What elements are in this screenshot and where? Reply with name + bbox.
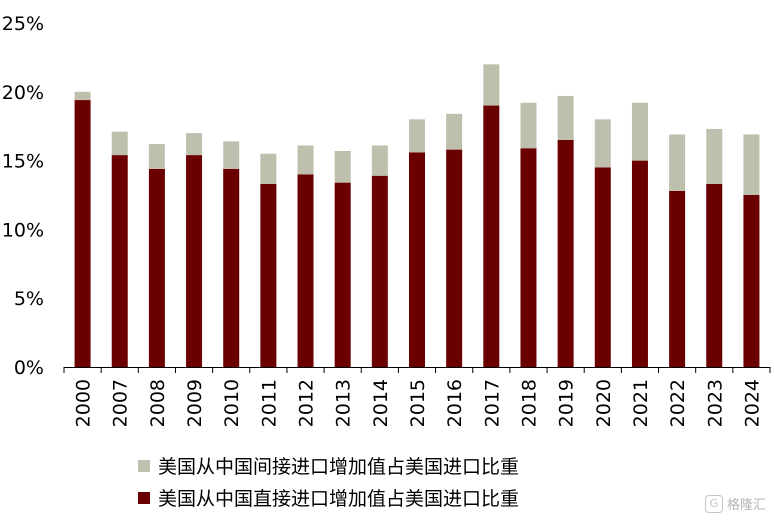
bar-indirect: [706, 128, 723, 184]
bar-indirect: [483, 64, 500, 106]
bar-indirect: [743, 134, 760, 195]
x-tick-label: 2022: [667, 379, 689, 427]
legend-label-direct: 美国从中国直接进口增加值占美国进口比重: [158, 488, 520, 510]
x-tick-label: 2010: [221, 379, 243, 427]
bar-indirect: [186, 133, 203, 156]
bar-direct: [111, 155, 128, 367]
bar-direct: [186, 155, 203, 367]
bar-direct: [446, 149, 463, 367]
bar-indirect: [223, 141, 240, 169]
bar-direct: [743, 195, 760, 367]
bar-indirect: [409, 119, 425, 153]
x-tick-label: 2000: [73, 379, 95, 427]
bar-indirect: [557, 95, 574, 140]
legend-swatch-direct: [138, 491, 150, 504]
y-tick-label: 15%: [2, 151, 44, 173]
y-tick-label: 0%: [14, 357, 44, 379]
x-tick-label: 2015: [407, 379, 429, 427]
y-axis: 0% 5% 10% 15% 20% 25%: [2, 13, 44, 379]
x-tick-label: 2009: [184, 379, 206, 427]
x-tick-label: 2014: [370, 379, 392, 427]
watermark-text: 格隆汇: [726, 498, 766, 513]
bar-direct: [520, 148, 537, 367]
bar-direct: [148, 168, 165, 367]
bar-indirect: [111, 131, 128, 156]
bar-indirect: [297, 145, 314, 175]
x-tick-label: 2021: [630, 379, 652, 427]
x-tick-label: 2024: [741, 379, 763, 427]
bar-direct: [706, 183, 723, 367]
bar-indirect: [148, 144, 165, 169]
x-tick-label: 2017: [481, 379, 503, 427]
bar-indirect: [446, 113, 463, 150]
bar-direct: [371, 175, 388, 367]
bar-indirect: [260, 153, 277, 184]
bar-direct: [260, 183, 277, 367]
legend-swatch-indirect: [138, 459, 150, 472]
x-tick-label: 2012: [296, 379, 318, 427]
y-tick-label: 20%: [2, 82, 44, 104]
bar-indirect: [669, 134, 686, 191]
x-tick-label: 2007: [110, 379, 132, 427]
legend-item-direct: 美国从中国直接进口增加值占美国进口比重: [138, 484, 519, 511]
y-tick-label: 5%: [14, 288, 44, 310]
x-tick-label: 2016: [444, 379, 466, 427]
x-axis: 2000 2007 2008 2009 2010 2011 2012 2013 2014 2015…: [63, 367, 771, 427]
bar-indirect: [594, 119, 611, 168]
bar-direct: [297, 174, 314, 367]
bar-direct: [223, 168, 240, 367]
watermark: G 格隆汇: [704, 494, 766, 513]
bar-indirect: [520, 102, 537, 149]
bar-indirect: [74, 91, 91, 101]
bar-direct: [631, 160, 648, 367]
g-logo-icon: G: [704, 494, 723, 513]
x-tick-label: 2020: [593, 379, 615, 427]
bar-direct: [594, 167, 611, 367]
x-tick-label: 2019: [556, 379, 578, 427]
legend-item-indirect: 美国从中国间接进口增加值占美国进口比重: [138, 452, 519, 479]
x-tick-label: 2023: [704, 379, 726, 427]
bar-indirect: [334, 150, 351, 183]
x-tick-label: 2008: [147, 379, 169, 427]
bars-group: [74, 64, 760, 367]
bar-indirect: [631, 102, 648, 161]
y-tick-label: 10%: [2, 219, 44, 241]
bar-direct: [334, 182, 351, 367]
x-tick-label: 2013: [333, 379, 355, 427]
bar-direct: [483, 105, 500, 367]
bar-direct: [557, 139, 574, 367]
bar-direct: [669, 190, 686, 367]
legend-label-indirect: 美国从中国间接进口增加值占美国进口比重: [158, 456, 520, 478]
y-tick-label: 25%: [2, 13, 44, 35]
bar-direct: [409, 152, 425, 367]
bar-direct: [74, 100, 91, 367]
x-tick-label: 2011: [258, 379, 280, 427]
bar-indirect: [371, 145, 388, 176]
x-tick-label: 2018: [518, 379, 540, 427]
